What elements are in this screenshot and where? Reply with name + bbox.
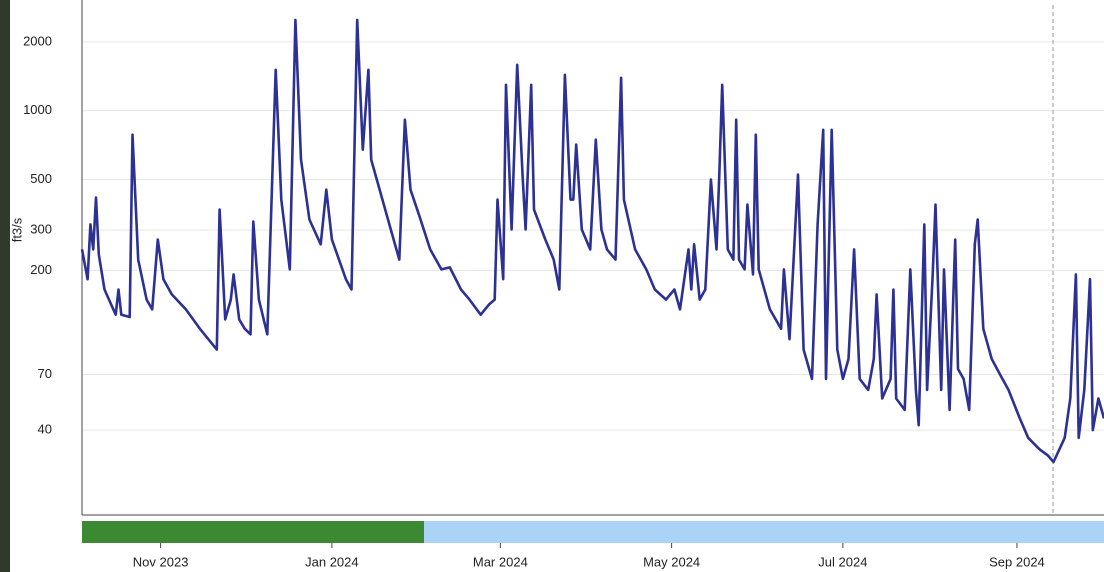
x-tick-label: Jan 2024 [305,554,359,569]
y-tick-label: 40 [38,422,52,437]
approved-bar [82,521,424,543]
x-tick-label: Sep 2024 [989,554,1045,569]
x-tick-label: Jul 2024 [818,554,867,569]
y-tick-label: 1000 [23,102,52,117]
data-line [80,18,1104,464]
y-tick-label: 300 [30,222,52,237]
y-tick-label: 500 [30,171,52,186]
y-axis-label: ft3/s [9,217,24,242]
y-tick-label: 200 [30,262,52,277]
x-tick-label: Nov 2023 [133,554,189,569]
y-tick-label: 70 [38,366,52,381]
background-strip [0,0,10,572]
provisional-bar [424,521,1104,543]
x-tick-label: May 2024 [643,554,700,569]
y-tick-label: 2000 [23,33,52,48]
x-tick-label: Mar 2024 [473,554,528,569]
